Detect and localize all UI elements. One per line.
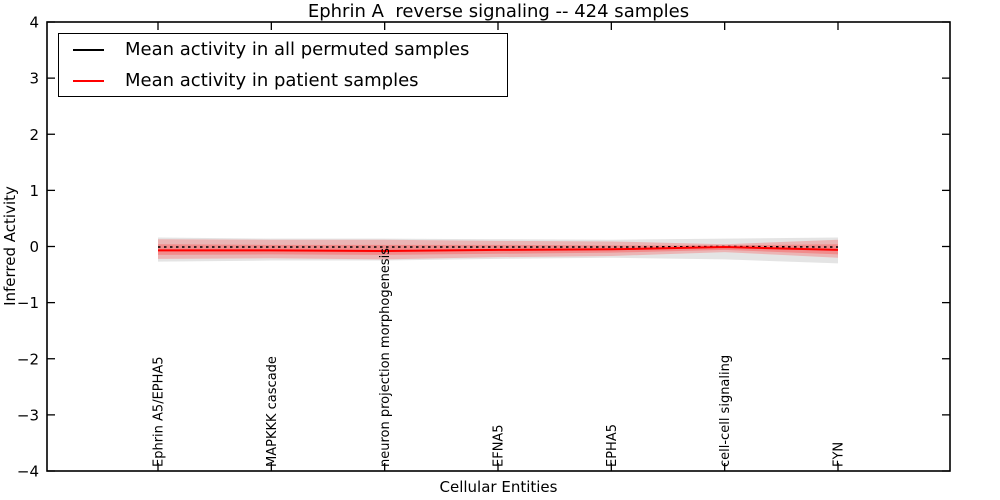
x-category-label: neuron projection morphogenesis: [378, 248, 393, 467]
y-tick-label: −4: [17, 463, 39, 481]
x-category-label: MAPKKK cascade: [265, 356, 280, 467]
y-axis-label: Inferred Activity: [1, 186, 19, 306]
y-tick-label: −3: [17, 406, 39, 424]
chart-title: Ephrin A reverse signaling -- 424 sample…: [307, 1, 690, 22]
x-category-label: Ephrin A5/EPHA5: [152, 356, 167, 467]
y-tick-label: 3: [29, 70, 39, 88]
series-line-solid: [158, 246, 839, 252]
x-category-label: EFNA5: [491, 424, 506, 467]
y-tick-label: 4: [29, 14, 39, 32]
x-axis-label: Cellular Entities: [439, 478, 558, 496]
permuted-line-sample: [73, 48, 104, 51]
y-tick-label: 0: [29, 238, 39, 256]
legend: Mean activity in all permuted samples Me…: [58, 33, 508, 97]
patient-line-sample: [73, 79, 104, 82]
y-tick-label: −1: [17, 294, 39, 312]
y-tick-label: 1: [29, 182, 39, 200]
x-category-label: FYN: [831, 442, 846, 467]
legend-row-patient: Mean activity in patient samples: [73, 67, 507, 94]
legend-label-patient: Mean activity in patient samples: [125, 70, 419, 91]
legend-row-permuted: Mean activity in all permuted samples: [73, 36, 507, 63]
y-tick-label: −2: [17, 350, 39, 368]
y-tick-label: 2: [29, 126, 39, 144]
x-category-label: cell-cell signaling: [718, 355, 733, 467]
legend-label-permuted: Mean activity in all permuted samples: [125, 39, 470, 60]
x-category-label: EPHA5: [605, 424, 620, 467]
